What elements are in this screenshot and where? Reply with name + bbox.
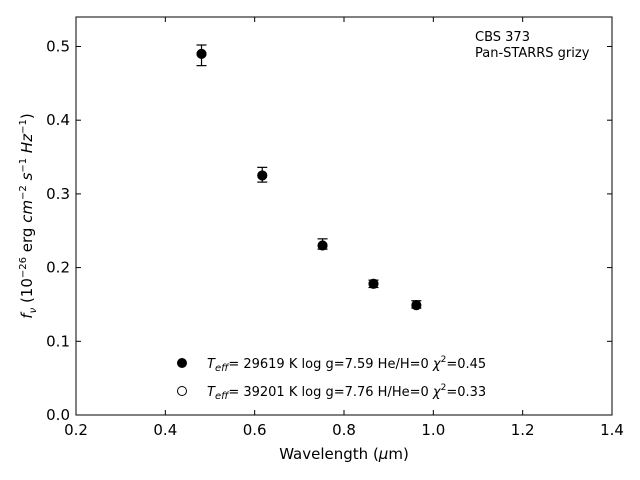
annotation-survey: Pan-STARRS grizy bbox=[475, 46, 590, 61]
model-point-open bbox=[196, 48, 207, 59]
y-tick-label: 0.4 bbox=[46, 111, 70, 129]
annotation-star-name: CBS 373 bbox=[475, 30, 530, 45]
x-tick-label: 1.2 bbox=[511, 421, 535, 439]
y-tick-label: 0.2 bbox=[46, 259, 70, 277]
legend-marker-filled bbox=[177, 358, 187, 368]
x-axis-title: Wavelength (μm) bbox=[279, 445, 409, 463]
x-tick-label: 0.2 bbox=[64, 421, 88, 439]
legend-marker-open bbox=[177, 386, 187, 396]
x-tick-label: 0.6 bbox=[243, 421, 267, 439]
y-axis-title: fν (10−26 erg cm−2 s−1 Hz−1) bbox=[18, 113, 39, 318]
model-point-open bbox=[257, 170, 268, 181]
y-ticks: 0.0 0.1 0.2 0.3 0.4 0.5 bbox=[46, 37, 612, 424]
x-tick-label: 1.4 bbox=[600, 421, 624, 439]
y-tick-label: 0.5 bbox=[46, 37, 70, 55]
legend: Teff= 29619 K log g=7.59 He/H=0 χ2=0.45 … bbox=[177, 355, 486, 402]
model-point-open bbox=[411, 300, 422, 311]
y-tick-label: 0.3 bbox=[46, 185, 70, 203]
x-ticks: 0.2 0.4 0.6 0.8 1.0 1.2 1.4 bbox=[64, 17, 624, 439]
x-tick-label: 0.8 bbox=[332, 421, 356, 439]
model-point-open bbox=[368, 278, 379, 289]
plot-frame bbox=[75, 16, 613, 416]
plot-marks bbox=[196, 44, 422, 311]
legend-entry-1: Teff= 29619 K log g=7.59 He/H=0 χ2=0.45 bbox=[207, 355, 486, 374]
legend-entry-2: Teff= 39201 K log g=7.76 H/He=0 χ2=0.33 bbox=[207, 383, 486, 402]
y-tick-label: 0.1 bbox=[46, 332, 70, 350]
x-tick-label: 1.0 bbox=[421, 421, 445, 439]
y-tick-label: 0.0 bbox=[46, 406, 70, 424]
model-point-open bbox=[317, 240, 328, 251]
x-tick-label: 0.4 bbox=[153, 421, 177, 439]
